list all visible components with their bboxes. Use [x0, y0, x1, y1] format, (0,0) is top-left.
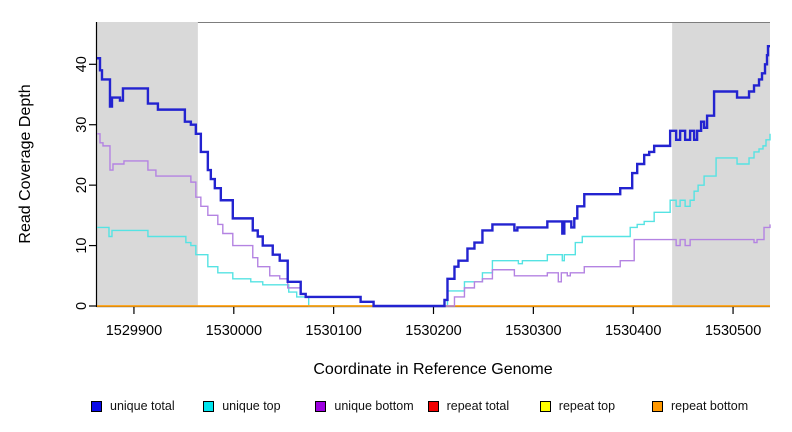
x-tick-label: 1530200: [405, 323, 461, 339]
y-axis-title: Read Coverage Depth: [17, 84, 34, 244]
y-tick-label: 30: [74, 117, 90, 133]
series-line-unique-top: [97, 133, 771, 307]
series-line-unique-bottom: [97, 133, 771, 307]
x-tick-label: 1530000: [206, 323, 262, 339]
x-axis-title: Coordinate in Reference Genome: [313, 361, 553, 378]
shaded-region: [672, 22, 770, 306]
y-tick-label: 20: [74, 177, 90, 193]
series-line-unique-total: [97, 44, 770, 308]
x-tick-label: 1530100: [305, 323, 361, 339]
y-tick-label: 10: [74, 238, 90, 254]
y-tick-label: 40: [74, 56, 90, 72]
x-tick-label: 1529900: [106, 323, 162, 339]
x-tick-label: 1530500: [705, 323, 761, 339]
x-tick-label: 1530400: [605, 323, 661, 339]
y-tick-label: 0: [74, 302, 90, 310]
x-tick-label: 1530300: [505, 323, 561, 339]
